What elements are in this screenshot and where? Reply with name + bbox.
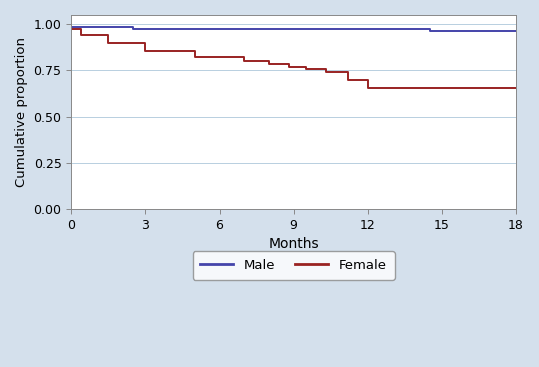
Y-axis label: Cumulative proportion: Cumulative proportion	[15, 37, 28, 187]
Legend: Male, Female: Male, Female	[192, 251, 395, 280]
X-axis label: Months: Months	[268, 237, 319, 251]
